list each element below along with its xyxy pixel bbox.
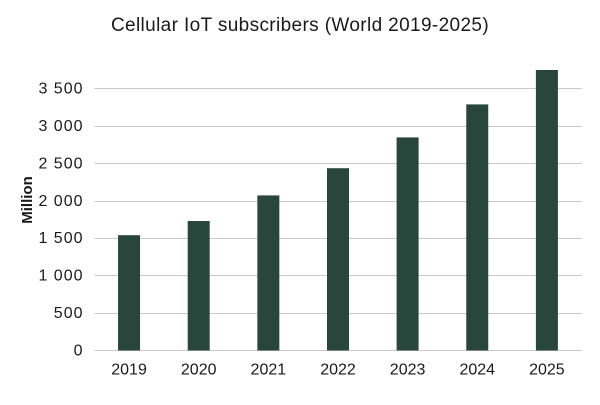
svg-text:3 500: 3 500 xyxy=(38,81,83,98)
svg-text:2021: 2021 xyxy=(251,362,287,379)
svg-text:2025: 2025 xyxy=(529,362,565,379)
svg-text:2023: 2023 xyxy=(390,362,426,379)
svg-text:1 500: 1 500 xyxy=(38,230,83,247)
svg-text:3 000: 3 000 xyxy=(38,118,83,135)
svg-text:1 000: 1 000 xyxy=(38,268,83,285)
svg-text:2 000: 2 000 xyxy=(38,193,83,210)
svg-text:Million: Million xyxy=(19,176,36,224)
svg-text:Cellular IoT subscribers (Worl: Cellular IoT subscribers (World 2019-202… xyxy=(111,15,489,36)
svg-text:0: 0 xyxy=(74,343,84,360)
svg-text:2020: 2020 xyxy=(181,362,217,379)
svg-text:2019: 2019 xyxy=(111,362,147,379)
svg-text:2024: 2024 xyxy=(459,362,495,379)
svg-text:500: 500 xyxy=(54,305,84,322)
svg-text:2022: 2022 xyxy=(320,362,356,379)
svg-text:2 500: 2 500 xyxy=(38,155,83,172)
